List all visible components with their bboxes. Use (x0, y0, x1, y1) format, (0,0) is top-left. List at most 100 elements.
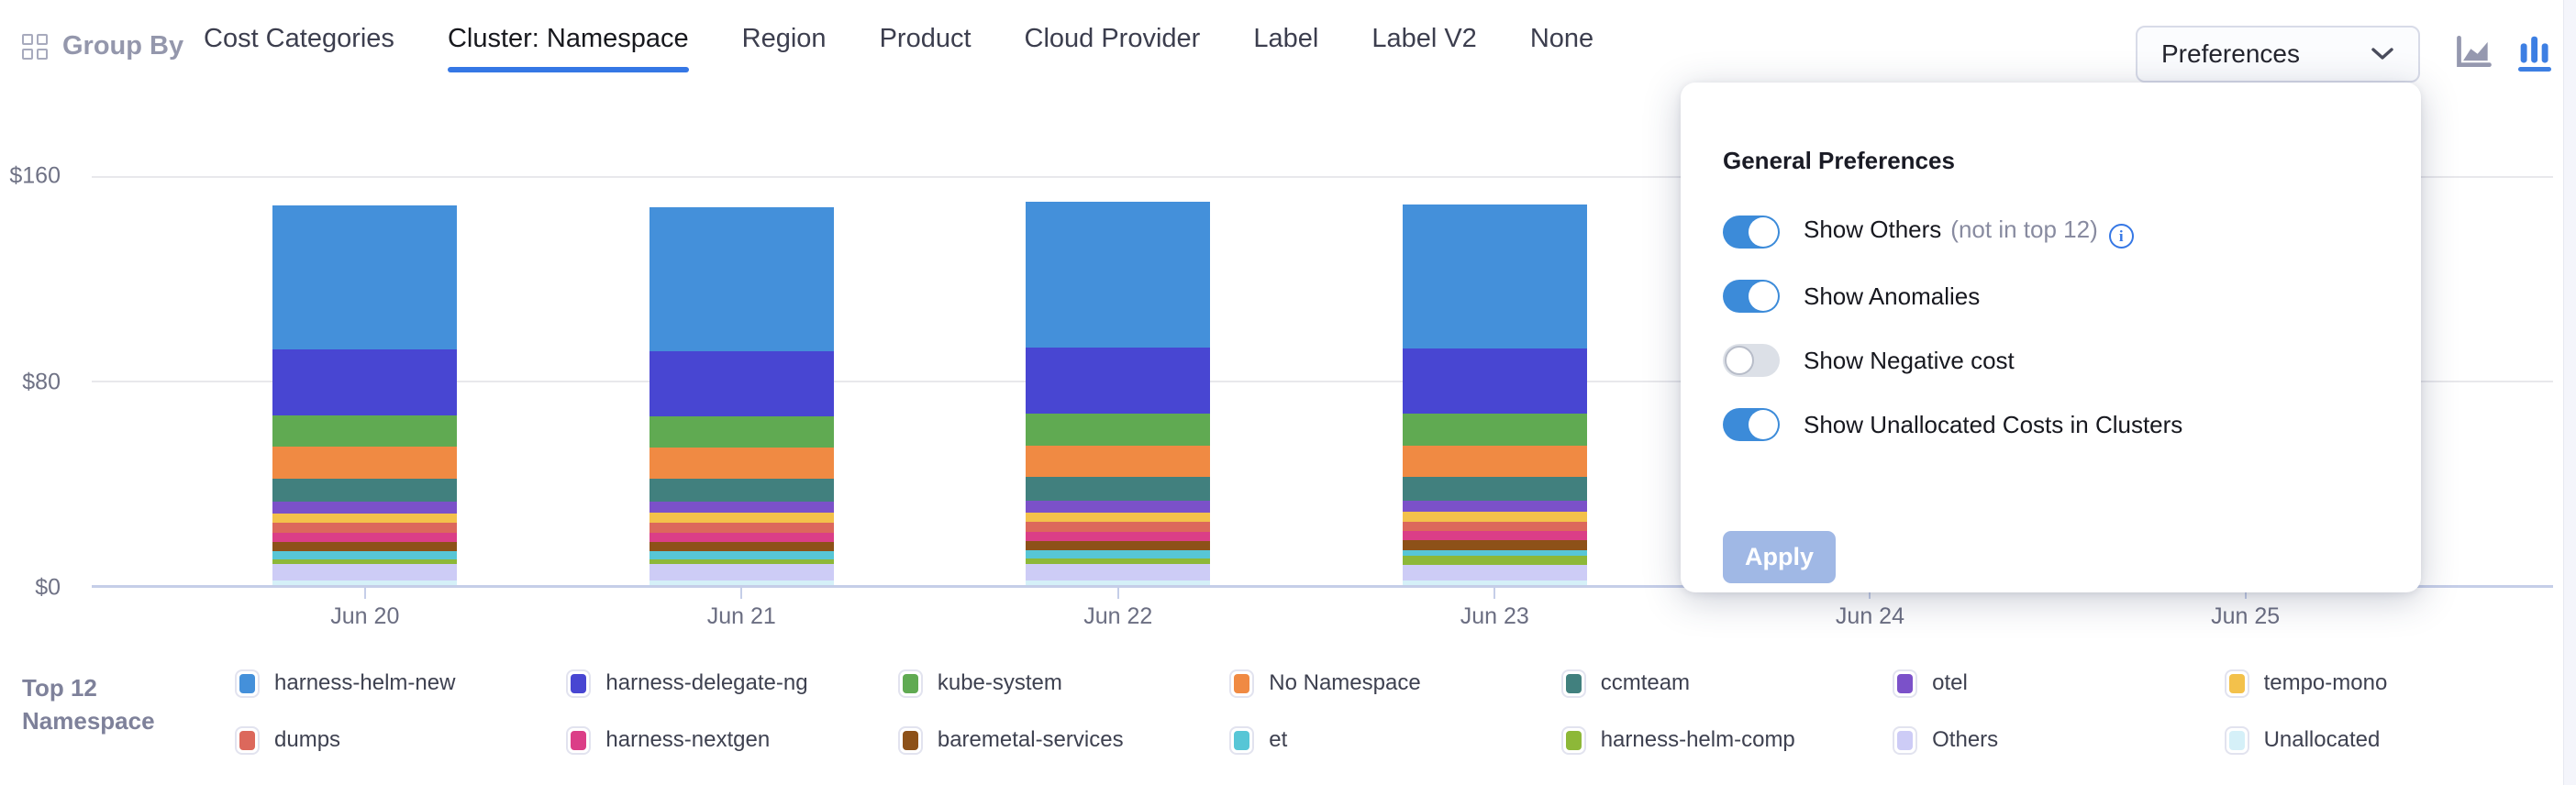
tab-cluster-namespace[interactable]: Cluster: Namespace (447, 24, 689, 72)
bar-segment[interactable] (1402, 511, 1587, 522)
bar-segment[interactable] (1402, 445, 1587, 478)
bar-segment[interactable] (1402, 580, 1587, 585)
bar-segment[interactable] (1402, 531, 1587, 540)
tab-label[interactable]: Label (1253, 24, 1319, 53)
bar-segment[interactable] (272, 478, 458, 503)
legend-item[interactable]: et (1229, 719, 1560, 761)
legend-item[interactable]: No Namespace (1229, 662, 1560, 704)
bar-segment[interactable] (272, 447, 458, 479)
bar-segment[interactable] (649, 502, 834, 514)
bar-segment[interactable] (649, 558, 834, 565)
bar-segment[interactable] (272, 563, 458, 580)
bar-segment[interactable] (649, 550, 834, 559)
bar-segment[interactable] (272, 205, 458, 350)
bar-segment[interactable] (649, 564, 834, 580)
bar-segment[interactable] (272, 558, 458, 564)
bar-segment[interactable] (1402, 549, 1587, 557)
toggle-switch-show-negative-cost[interactable] (1723, 344, 1780, 377)
bar-segment[interactable] (1026, 201, 1211, 348)
bar-segment[interactable] (1402, 539, 1587, 550)
bar-segment[interactable] (1402, 564, 1587, 580)
apply-button[interactable]: Apply (1723, 531, 1837, 583)
bar-segment[interactable] (1402, 500, 1587, 512)
bar-segment[interactable] (1402, 556, 1587, 565)
legend-item[interactable]: kube-system (897, 662, 1229, 704)
bar-segment[interactable] (1026, 522, 1211, 532)
tab-label-v2[interactable]: Label V2 (1371, 24, 1477, 53)
group-by-grid-icon (22, 33, 48, 60)
legend-item[interactable]: Unallocated (2224, 719, 2556, 761)
bar-segment[interactable] (1026, 445, 1211, 478)
bar-segment[interactable] (272, 532, 458, 542)
toggle-switch-show-unallocated-costs-in-clusters[interactable] (1723, 408, 1780, 441)
toggle-label: Show Others (not in top 12) i (1804, 216, 2134, 249)
bar-segment[interactable] (649, 532, 834, 542)
legend-item-label: No Namespace (1269, 670, 1421, 695)
x-axis-tick-label: Jun 22 (1083, 603, 1153, 629)
bar-segment[interactable] (1026, 477, 1211, 502)
bar-segment[interactable] (649, 206, 834, 351)
bar-segment[interactable] (1402, 521, 1587, 532)
bar-segment[interactable] (272, 580, 458, 585)
bar-segment[interactable] (272, 523, 458, 533)
bar-segment[interactable] (1026, 563, 1211, 580)
legend-item[interactable]: baremetal-services (897, 719, 1229, 761)
bar-segment[interactable] (1026, 512, 1211, 523)
preferences-dropdown[interactable]: Preferences (2136, 26, 2420, 83)
tab-region[interactable]: Region (741, 24, 827, 53)
toggle-switch-show-anomalies[interactable] (1723, 280, 1780, 313)
bar-segment[interactable] (649, 448, 834, 480)
bar-segment[interactable] (1402, 204, 1587, 348)
legend-item[interactable]: Others (1893, 719, 2224, 761)
gridline (92, 176, 2553, 178)
bar-segment[interactable] (1402, 348, 1587, 415)
bar-segment[interactable] (1026, 540, 1211, 550)
bar-segment[interactable] (1026, 580, 1211, 585)
bar-segment[interactable] (272, 349, 458, 416)
bar-segment[interactable] (1402, 477, 1587, 501)
x-axis-tick (1116, 588, 1119, 599)
legend-color-chip (1893, 669, 1918, 698)
x-axis-labels: Jun 20 Jun 21 Jun 22 Jun 23 Jun 24 Jun 25 (92, 603, 2553, 631)
tab-cost-categories[interactable]: Cost Categories (204, 24, 394, 53)
bar-segment[interactable] (1026, 531, 1211, 541)
bar-segment[interactable] (1026, 414, 1211, 446)
info-icon[interactable]: i (2108, 224, 2134, 249)
chevron-down-icon (2371, 47, 2394, 61)
tab-none[interactable]: None (1529, 24, 1594, 53)
bar-segment[interactable] (1026, 347, 1211, 415)
bar-segment[interactable] (649, 541, 834, 551)
legend-item-label: otel (1932, 670, 1968, 695)
legend-item[interactable]: ccmteam (1560, 662, 1893, 704)
bar-segment[interactable] (649, 415, 834, 448)
bar-segment[interactable] (1026, 558, 1211, 564)
legend-item[interactable]: harness-nextgen (566, 719, 897, 761)
bar-segment[interactable] (1026, 549, 1211, 558)
bar-segment[interactable] (1026, 501, 1211, 513)
legend-item[interactable]: otel (1893, 662, 2224, 704)
area-chart-icon[interactable] (2453, 29, 2495, 73)
bar-segment[interactable] (649, 350, 834, 416)
legend-item[interactable]: tempo-mono (2224, 662, 2556, 704)
bar-segment[interactable] (272, 513, 458, 524)
bar-segment[interactable] (272, 550, 458, 559)
bar-segment[interactable] (1402, 414, 1587, 446)
toggle-switch-show-others[interactable] (1723, 216, 1780, 249)
tab-product[interactable]: Product (879, 24, 972, 53)
tab-cloud-provider[interactable]: Cloud Provider (1024, 24, 1201, 53)
bar-segment[interactable] (649, 580, 834, 585)
bar-segment[interactable] (649, 479, 834, 503)
legend-item[interactable]: harness-helm-comp (1560, 719, 1893, 761)
bar-segment[interactable] (649, 513, 834, 524)
legend-item[interactable]: dumps (235, 719, 566, 761)
bar-chart-icon[interactable] (2514, 29, 2556, 73)
bar-segment[interactable] (272, 415, 458, 448)
toggle-label: Show Anomalies (1804, 282, 1981, 310)
legend-item[interactable]: harness-delegate-ng (566, 662, 897, 704)
bar-segment[interactable] (649, 523, 834, 533)
bar-segment[interactable] (272, 541, 458, 551)
bar-segment[interactable] (272, 502, 458, 514)
legend-item[interactable]: harness-helm-new (235, 662, 566, 704)
toggle-label: Show Unallocated Costs in Clusters (1804, 410, 2183, 438)
